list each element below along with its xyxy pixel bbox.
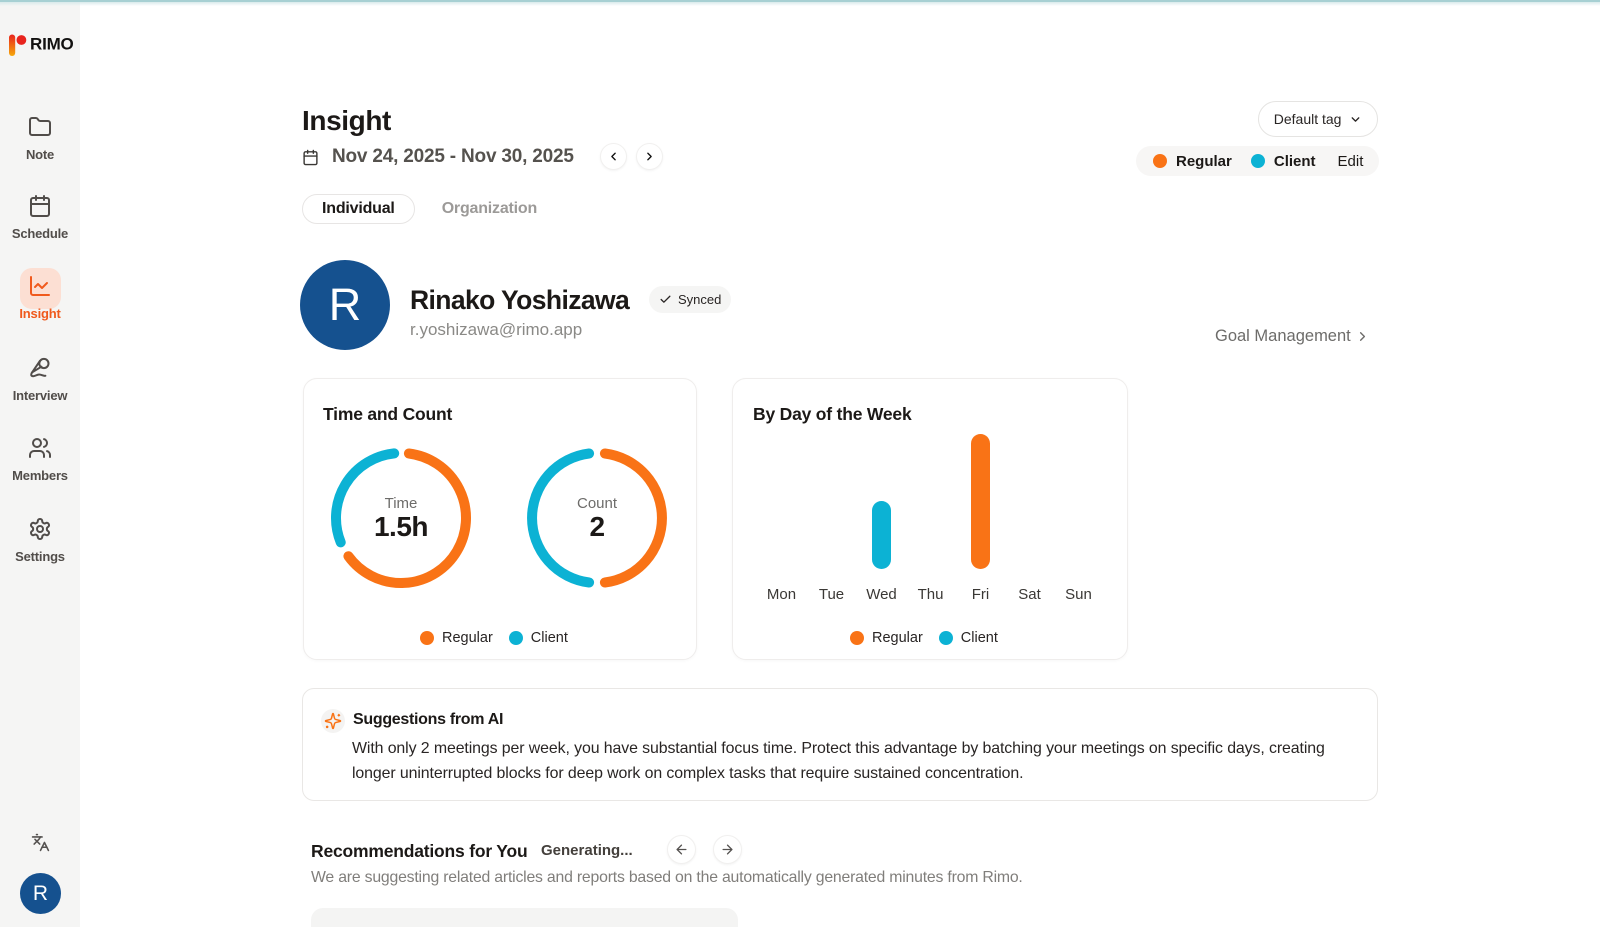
svg-text:RIMO: RIMO: [30, 34, 74, 53]
